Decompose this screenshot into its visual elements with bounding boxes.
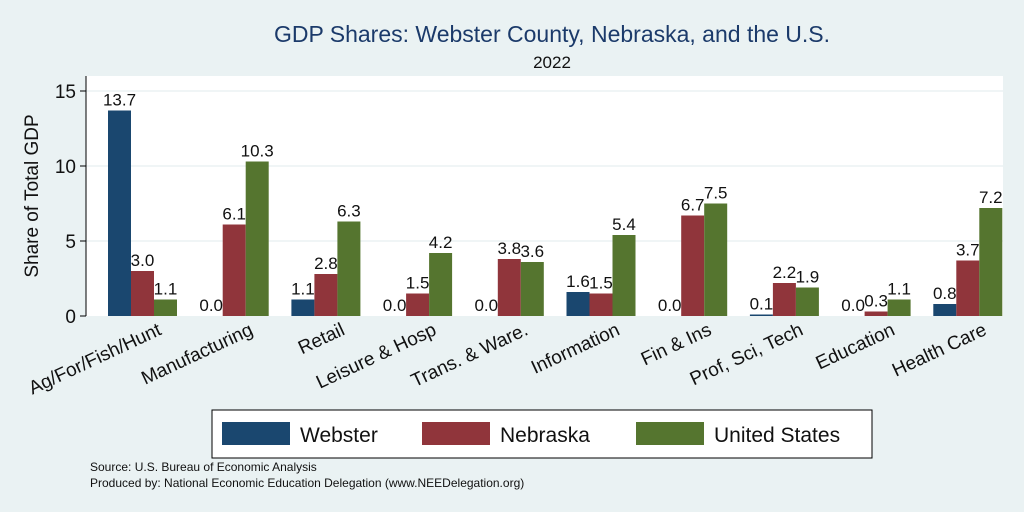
- data-labels: 13.7 3.0 1.1 0.0 6.1 10.3 1.1 2.8 6.3 0.0 1.5 4.2 0.…: [103, 91, 1003, 316]
- data-label: 4.2: [429, 233, 453, 252]
- category-label: Information: [528, 319, 623, 378]
- bar: [245, 161, 269, 316]
- category-label: Ag/For/Fish/Hunt: [26, 319, 166, 399]
- legend-swatch: [222, 422, 290, 445]
- bar: [154, 299, 177, 316]
- bar: [429, 253, 453, 316]
- y-axis-ticks: 0 5 10 15: [55, 82, 86, 328]
- legend-label: United States: [714, 424, 840, 447]
- chart-subtitle: 2022: [533, 53, 571, 72]
- data-label: 0.0: [474, 296, 498, 315]
- data-label: 3.8: [497, 239, 521, 258]
- bar: [933, 304, 957, 316]
- bar: [612, 235, 636, 316]
- bar: [314, 274, 338, 316]
- y-tick-label: 5: [65, 232, 76, 253]
- data-label: 1.1: [291, 280, 315, 299]
- data-label: 0.0: [658, 296, 682, 315]
- produced-by-note: Produced by: National Economic Education…: [90, 476, 524, 490]
- category-label: Retail: [295, 319, 348, 359]
- data-label: 13.7: [103, 91, 136, 110]
- y-tick-label: 0: [65, 307, 76, 328]
- legend-items: Webster Nebraska United States: [222, 422, 840, 447]
- category-label: Health Care: [889, 319, 990, 381]
- bar: [749, 314, 773, 316]
- bar: [222, 224, 246, 316]
- bar: [337, 221, 361, 316]
- data-label: 0.8: [933, 284, 957, 303]
- bar: [108, 110, 131, 316]
- y-tick-label: 10: [55, 157, 76, 178]
- data-label: 0.0: [383, 296, 407, 315]
- data-label: 2.2: [773, 263, 797, 282]
- data-label: 6.7: [681, 196, 705, 215]
- data-label: 0.1: [750, 295, 774, 314]
- data-label: 0.3: [864, 292, 888, 311]
- bar: [704, 203, 728, 316]
- data-label: 3.6: [520, 242, 544, 261]
- bar: [406, 293, 430, 316]
- source-note: Source: U.S. Bureau of Economic Analysis: [90, 460, 317, 474]
- bar: [795, 287, 819, 316]
- data-label: 1.6: [566, 272, 590, 291]
- data-label: 1.1: [887, 280, 911, 299]
- y-tick-label: 15: [55, 82, 76, 103]
- bar: [497, 259, 521, 316]
- legend-swatch: [636, 422, 704, 445]
- legend: [211, 409, 873, 459]
- data-label: 2.8: [314, 254, 338, 273]
- data-label: 0.0: [841, 296, 865, 315]
- bar: [864, 311, 888, 316]
- data-label: 1.1: [154, 280, 178, 299]
- chart-title: GDP Shares: Webster County, Nebraska, an…: [274, 21, 830, 47]
- legend-swatch: [422, 422, 490, 445]
- data-label: 7.5: [704, 184, 728, 203]
- data-label: 6.1: [222, 205, 246, 224]
- bar: [956, 260, 980, 316]
- bar: [131, 271, 154, 316]
- bar: [291, 299, 315, 316]
- bars: [108, 110, 1003, 316]
- bar: [520, 262, 544, 316]
- legend-label: Webster: [300, 424, 378, 447]
- legend-label: Nebraska: [500, 424, 590, 447]
- data-label: 1.5: [589, 274, 613, 293]
- bar: [681, 215, 705, 316]
- data-label: 3.7: [956, 241, 980, 260]
- data-label: 0.0: [199, 296, 223, 315]
- data-label: 6.3: [337, 202, 361, 221]
- category-label: Education: [813, 319, 898, 374]
- data-label: 3.0: [131, 251, 155, 270]
- data-label: 10.3: [241, 142, 274, 161]
- bar: [566, 292, 590, 316]
- bar: [589, 293, 613, 316]
- data-label: 1.9: [796, 268, 820, 287]
- bar: [979, 208, 1003, 316]
- bar: [772, 283, 796, 316]
- data-label: 7.2: [979, 188, 1003, 207]
- data-label: 1.5: [406, 274, 430, 293]
- y-axis-label: Share of Total GDP: [22, 114, 43, 277]
- data-label: 5.4: [612, 215, 636, 234]
- bar: [887, 299, 911, 316]
